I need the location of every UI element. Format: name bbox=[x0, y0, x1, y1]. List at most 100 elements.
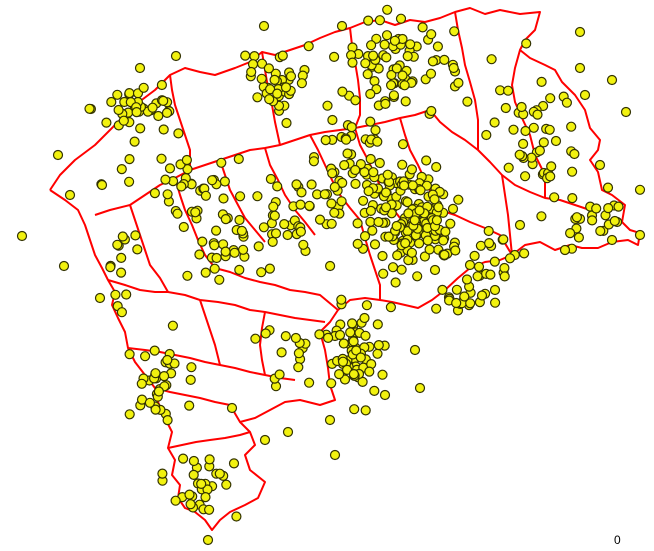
location-point[interactable] bbox=[306, 179, 317, 190]
location-point[interactable] bbox=[327, 168, 338, 179]
location-point[interactable] bbox=[380, 98, 391, 110]
location-point[interactable] bbox=[351, 345, 362, 356]
location-point[interactable] bbox=[264, 263, 275, 274]
location-point[interactable] bbox=[170, 50, 182, 62]
location-point[interactable] bbox=[503, 85, 514, 96]
location-point[interactable] bbox=[290, 332, 301, 344]
location-point[interactable] bbox=[296, 78, 307, 89]
location-point[interactable] bbox=[383, 231, 394, 242]
location-point[interactable] bbox=[235, 191, 246, 202]
location-point[interactable] bbox=[369, 385, 380, 396]
location-point[interactable] bbox=[381, 52, 392, 63]
location-point[interactable] bbox=[473, 261, 485, 272]
location-point[interactable] bbox=[609, 215, 620, 227]
location-point[interactable] bbox=[365, 205, 376, 216]
location-point[interactable] bbox=[528, 122, 539, 133]
location-point[interactable] bbox=[220, 214, 231, 225]
location-point[interactable] bbox=[329, 51, 340, 63]
location-point[interactable] bbox=[519, 171, 531, 182]
location-point[interactable] bbox=[485, 269, 496, 280]
location-point[interactable] bbox=[347, 57, 358, 68]
location-point[interactable] bbox=[252, 191, 263, 202]
location-point[interactable] bbox=[295, 226, 306, 237]
location-point[interactable] bbox=[573, 232, 585, 243]
location-point[interactable] bbox=[249, 50, 260, 62]
location-point[interactable] bbox=[346, 121, 357, 133]
location-point[interactable] bbox=[226, 402, 238, 414]
location-point[interactable] bbox=[447, 203, 459, 214]
location-point[interactable] bbox=[366, 40, 377, 51]
location-point[interactable] bbox=[276, 347, 287, 358]
location-point[interactable] bbox=[124, 154, 135, 165]
location-point[interactable] bbox=[326, 198, 337, 209]
location-point[interactable] bbox=[571, 212, 583, 223]
location-point[interactable] bbox=[188, 455, 199, 467]
location-point[interactable] bbox=[256, 267, 267, 278]
location-point[interactable] bbox=[358, 195, 369, 206]
location-point[interactable] bbox=[406, 247, 417, 258]
location-point[interactable] bbox=[124, 409, 135, 420]
location-point[interactable] bbox=[196, 478, 207, 489]
location-point[interactable] bbox=[131, 106, 142, 118]
location-point[interactable] bbox=[52, 149, 64, 161]
location-point[interactable] bbox=[228, 458, 240, 469]
location-point[interactable] bbox=[566, 121, 577, 132]
location-point[interactable] bbox=[484, 238, 495, 249]
location-point[interactable] bbox=[536, 76, 547, 88]
location-point[interactable] bbox=[373, 216, 384, 228]
location-point[interactable] bbox=[503, 162, 514, 173]
location-point[interactable] bbox=[385, 302, 396, 313]
location-point[interactable] bbox=[190, 207, 201, 218]
location-point[interactable] bbox=[184, 400, 195, 411]
location-point[interactable] bbox=[304, 377, 315, 388]
location-point[interactable] bbox=[520, 125, 531, 137]
location-point[interactable] bbox=[362, 69, 373, 80]
location-point[interactable] bbox=[308, 156, 319, 167]
location-point[interactable] bbox=[360, 58, 371, 69]
location-point[interactable] bbox=[360, 405, 371, 416]
location-point[interactable] bbox=[396, 264, 407, 275]
location-point[interactable] bbox=[431, 161, 442, 173]
location-point[interactable] bbox=[267, 236, 278, 247]
location-point[interactable] bbox=[569, 148, 580, 160]
location-point[interactable] bbox=[469, 250, 480, 261]
location-point[interactable] bbox=[449, 26, 460, 37]
location-point[interactable] bbox=[162, 354, 173, 366]
location-point[interactable] bbox=[263, 63, 274, 74]
location-point[interactable] bbox=[211, 225, 222, 236]
location-point[interactable] bbox=[178, 221, 189, 233]
location-point[interactable] bbox=[377, 369, 388, 380]
location-point[interactable] bbox=[489, 284, 501, 296]
location-point[interactable] bbox=[567, 193, 578, 204]
location-point[interactable] bbox=[372, 319, 383, 330]
location-point[interactable] bbox=[566, 166, 578, 177]
location-point[interactable] bbox=[439, 249, 450, 260]
location-point[interactable] bbox=[64, 189, 76, 201]
location-point[interactable] bbox=[373, 340, 384, 351]
location-point[interactable] bbox=[363, 15, 374, 26]
location-point[interactable] bbox=[16, 230, 28, 242]
location-point[interactable] bbox=[461, 274, 473, 285]
location-point[interactable] bbox=[214, 468, 225, 479]
location-point[interactable] bbox=[372, 136, 383, 147]
location-point[interactable] bbox=[303, 41, 314, 52]
location-point[interactable] bbox=[400, 96, 411, 107]
location-point[interactable] bbox=[136, 378, 147, 389]
location-point[interactable] bbox=[586, 215, 598, 226]
location-point[interactable] bbox=[149, 345, 160, 356]
location-point[interactable] bbox=[329, 449, 341, 461]
location-point[interactable] bbox=[602, 182, 614, 193]
location-point[interactable] bbox=[200, 492, 211, 503]
location-point[interactable] bbox=[229, 247, 240, 258]
location-point[interactable] bbox=[414, 238, 425, 249]
location-point[interactable] bbox=[439, 54, 450, 66]
location-point[interactable] bbox=[382, 4, 393, 15]
location-point[interactable] bbox=[483, 225, 494, 237]
location-point[interactable] bbox=[534, 145, 546, 156]
location-point[interactable] bbox=[374, 15, 385, 26]
location-point[interactable] bbox=[110, 289, 121, 300]
location-point[interactable] bbox=[595, 225, 606, 237]
location-point[interactable] bbox=[162, 415, 173, 426]
location-point[interactable] bbox=[238, 244, 249, 255]
location-point[interactable] bbox=[382, 169, 393, 180]
